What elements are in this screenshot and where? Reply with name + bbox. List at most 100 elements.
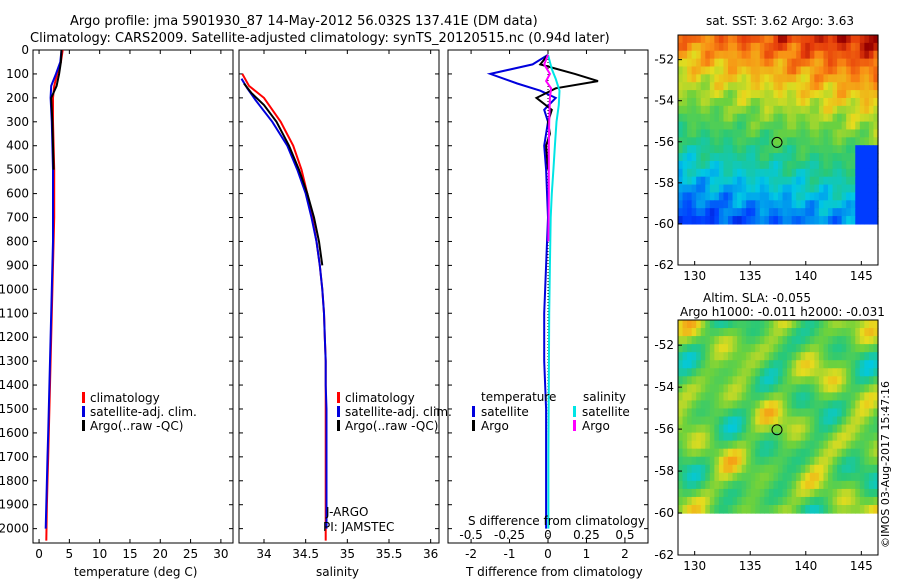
map-cell: [823, 105, 829, 115]
map-cell: [728, 58, 734, 68]
map-cell: [778, 376, 784, 385]
map-cell: [728, 464, 734, 474]
map-cell: [855, 456, 861, 466]
map-cell: [714, 384, 720, 393]
series-satellite: [44, 49, 63, 529]
map-cell: [709, 121, 715, 131]
map-cell: [678, 153, 684, 162]
map-cell: [787, 392, 793, 402]
map-cell: [823, 129, 829, 138]
map-cell: [855, 113, 861, 123]
map-cell: [741, 488, 747, 498]
map-cell: [873, 424, 879, 434]
map-cell: [759, 97, 765, 107]
map-cell: [728, 344, 734, 353]
map-cell: [814, 58, 820, 68]
map-cell: [714, 432, 720, 442]
map-cell: [791, 74, 797, 83]
map-cell: [850, 66, 856, 75]
map-cell: [859, 456, 865, 466]
legend-swatch-s-argo: [573, 420, 576, 431]
map-cell: [773, 384, 779, 393]
map-cell: [800, 90, 806, 99]
map-cell: [782, 160, 788, 170]
map-cell: [705, 416, 711, 426]
map-cell: [750, 464, 756, 474]
map-cell: [805, 160, 811, 170]
map-cell: [732, 328, 738, 337]
map-cell: [723, 208, 729, 217]
map-cell: [864, 424, 870, 434]
map-cell: [764, 488, 770, 498]
map-cell: [682, 376, 688, 385]
map-cell: [682, 360, 688, 369]
map-cell: [728, 216, 734, 225]
map-cell: [691, 105, 697, 115]
map-cell: [850, 42, 856, 52]
map-cell: [805, 82, 811, 91]
map-cell: [700, 448, 706, 458]
map-cell: [678, 480, 684, 490]
map-cell: [741, 424, 747, 434]
map-cell: [723, 90, 729, 99]
map-cell: [718, 137, 725, 146]
map-cell: [855, 105, 861, 115]
map-cell: [778, 35, 784, 44]
map-cell: [732, 440, 738, 450]
map-cell: [800, 113, 806, 123]
map-cell: [805, 137, 811, 146]
map-cell: [832, 488, 838, 498]
map-cell: [791, 82, 797, 91]
map-cell: [850, 480, 856, 490]
map-cell: [709, 368, 715, 377]
map-cell: [846, 192, 852, 201]
map-cell: [723, 35, 729, 44]
map-cell: [791, 168, 797, 178]
map-cell: [755, 336, 761, 345]
map-cell: [868, 408, 875, 418]
map-cell: [687, 352, 693, 361]
map-cell: [823, 66, 829, 75]
map-cell: [759, 66, 765, 75]
map-cell: [809, 328, 815, 337]
map-cell: [873, 400, 879, 410]
map-cell: [800, 74, 806, 83]
x-tick-label: 35: [340, 547, 355, 561]
map-cell: [750, 400, 756, 410]
map-cell: [705, 145, 711, 154]
map-cell: [723, 400, 729, 410]
map-cell: [709, 328, 715, 337]
map-cell: [755, 168, 761, 178]
map-cell: [828, 368, 834, 377]
map-cell: [859, 129, 865, 138]
map-cell: [700, 368, 706, 377]
map-cell: [768, 416, 775, 426]
map-cell: [850, 200, 856, 209]
map-cell: [841, 129, 847, 138]
map-cell: [705, 90, 711, 99]
map-cell: [814, 424, 820, 434]
map-cell: [873, 208, 879, 217]
map-cell: [678, 432, 684, 442]
map-cell: [737, 129, 743, 138]
map-cell: [850, 408, 856, 418]
map-cell: [709, 192, 715, 201]
map-cell: [778, 368, 784, 377]
map-cell: [746, 368, 752, 377]
map-cell: [809, 145, 815, 154]
map-cell: [841, 480, 847, 490]
map-cell: [714, 480, 720, 490]
map-cell: [741, 360, 747, 369]
map-cell: [791, 384, 797, 393]
x-tick-label: 30: [213, 547, 228, 561]
map-cell: [864, 208, 870, 217]
map-cell: [764, 82, 770, 91]
map-cell: [764, 464, 770, 474]
map-cell: [741, 392, 747, 402]
map-cell: [759, 192, 765, 201]
map-cell: [864, 408, 870, 418]
map-cell: [787, 35, 793, 44]
map-cell: [709, 336, 715, 345]
map-cell: [696, 360, 702, 369]
map-cell: [773, 184, 779, 194]
